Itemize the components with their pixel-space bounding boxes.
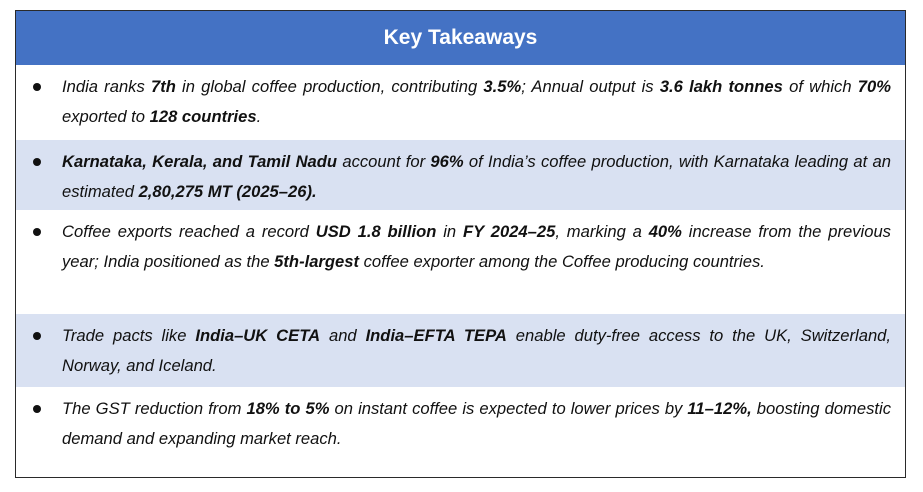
body-text: of India’s coffee production, with Karna… — [62, 152, 891, 201]
key-takeaways-header: Key Takeaways — [16, 11, 905, 65]
highlight-text: India–UK CETA — [195, 326, 321, 345]
body-text: exported to — [62, 107, 150, 126]
bullet-icon — [33, 158, 41, 166]
highlight-text: 7th — [150, 77, 176, 96]
takeaway-text: India ranks 7th in global coffee product… — [62, 77, 891, 126]
body-text: increase from the previous year; India p… — [62, 222, 891, 271]
body-text: coffee exporter among the Coffee produci… — [359, 252, 765, 271]
highlight-text: 11–12%, — [687, 399, 752, 418]
highlight-text: 18% to 5% — [246, 399, 330, 418]
takeaway-text: The GST reduction from 18% to 5% on inst… — [62, 399, 891, 448]
bullet-icon — [33, 332, 41, 340]
body-text: boosting domestic demand and expanding m… — [62, 399, 891, 448]
takeaway-item-gst: The GST reduction from 18% to 5% on inst… — [16, 387, 905, 476]
key-takeaways-title: Key Takeaways — [383, 26, 538, 49]
body-text: in global coffee production, contributin… — [175, 77, 484, 96]
takeaway-item-production: India ranks 7th in global coffee product… — [16, 65, 905, 140]
body-text: Trade pacts like — [62, 326, 196, 345]
body-text: of which — [782, 77, 858, 96]
highlight-text: 3.5% — [483, 77, 522, 96]
highlight-text: FY 2024–25 — [462, 222, 556, 241]
body-text: India ranks — [62, 77, 151, 96]
highlight-text: 96% — [430, 152, 464, 171]
highlight-text: 40% — [648, 222, 682, 241]
body-text: in — [436, 222, 463, 241]
highlight-text: Karnataka, Kerala, and Tamil Nadu — [62, 152, 338, 171]
body-text: . — [256, 107, 262, 126]
highlight-text: 5th-largest — [274, 252, 360, 271]
body-text: enable duty-free access to the UK, Switz… — [62, 326, 892, 375]
body-text: The GST reduction from — [62, 399, 247, 418]
takeaway-text: Coffee exports reached a record USD 1.8 … — [62, 222, 891, 271]
body-text: , marking a — [555, 222, 649, 241]
key-takeaways-box: Key Takeaways India ranks 7th in global … — [15, 10, 906, 478]
takeaway-item-trade-pacts: Trade pacts like India–UK CETA and India… — [16, 314, 905, 387]
takeaway-item-exports: Coffee exports reached a record USD 1.8 … — [16, 210, 905, 314]
takeaway-text: Karnataka, Kerala, and Tamil Nadu accoun… — [62, 152, 891, 201]
bullet-icon — [33, 83, 41, 91]
body-text: and — [320, 326, 366, 345]
takeaway-item-states: Karnataka, Kerala, and Tamil Nadu accoun… — [16, 140, 905, 210]
highlight-text: India–EFTA TEPA — [365, 326, 507, 345]
bullet-icon — [33, 405, 41, 413]
highlight-text: 128 countries — [149, 107, 257, 126]
body-text: Coffee exports reached a record — [62, 222, 316, 241]
highlight-text: USD 1.8 billion — [315, 222, 437, 241]
bullet-icon — [33, 228, 41, 236]
highlight-text: 2,80,275 MT (2025–26). — [138, 182, 317, 201]
body-text: ; Annual output is — [521, 77, 660, 96]
takeaway-text: Trade pacts like India–UK CETA and India… — [62, 326, 891, 375]
highlight-text: 3.6 lakh tonnes — [659, 77, 783, 96]
body-text: on instant coffee is expected to lower p… — [329, 399, 688, 418]
body-text: account for — [337, 152, 431, 171]
highlight-text: 70% — [857, 77, 891, 96]
